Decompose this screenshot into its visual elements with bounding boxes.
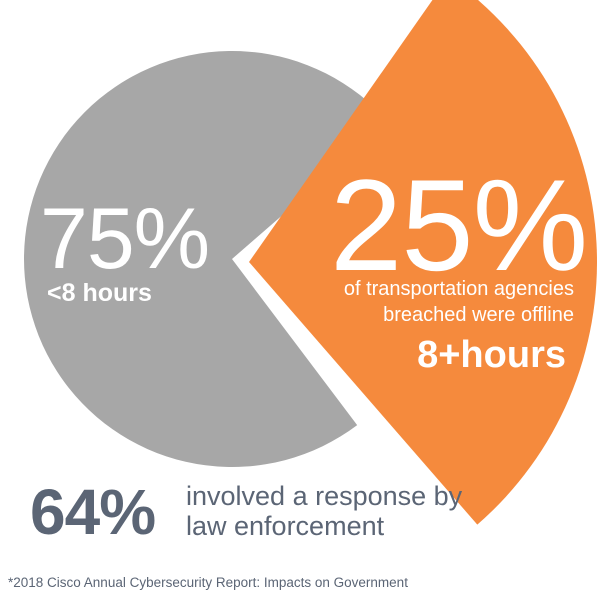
law-enforcement-stat-text: involved a response by law enforcement [186, 481, 463, 541]
slice-25-duration-label: 8+hours [417, 334, 566, 376]
slice-25-description: of transportation agencies breached were… [343, 278, 574, 326]
pie-slice-75 [24, 51, 389, 468]
slice-75-caption: <8 hours [47, 279, 152, 307]
slice-25-percent-label: 25% [330, 152, 588, 298]
law-enforcement-stat-value: 64% [30, 476, 156, 548]
source-footnote: *2018 Cisco Annual Cybersecurity Report:… [8, 575, 408, 590]
slice-75-percent-label: 75% [40, 191, 210, 287]
pie-slice-25 [249, 0, 597, 525]
